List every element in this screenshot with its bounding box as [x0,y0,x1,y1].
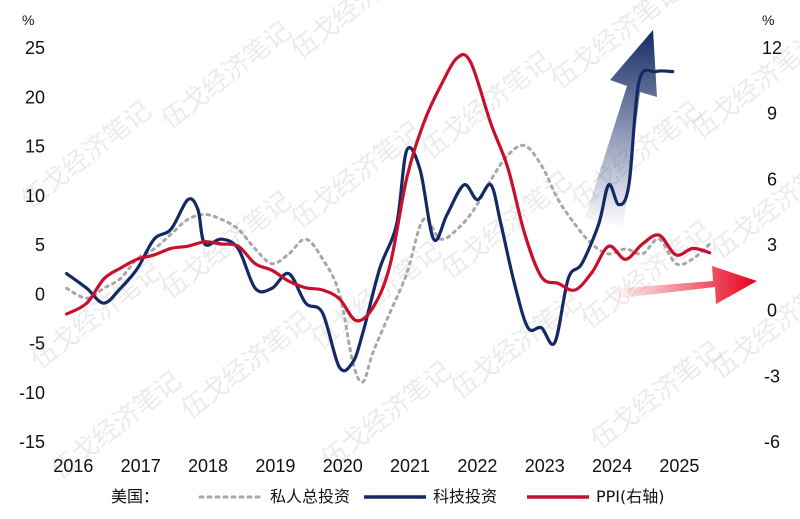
legend-prefix: 美国： [111,487,159,506]
right-tick-label: 0 [767,301,777,321]
x-tick-label: 2023 [525,456,565,476]
x-tick-label: 2018 [188,456,228,476]
left-tick-label: 25 [25,38,45,58]
right-tick-label: -6 [764,432,780,452]
legend-label-private-investment: 私人总投资 [270,487,350,506]
x-tick-label: 2017 [121,456,161,476]
left-tick-label: 0 [35,284,45,304]
watermark-text: 伍戈经济笔记 [686,26,800,146]
watermark-text: 伍戈经济笔记 [26,256,167,376]
right-tick-label: 9 [767,104,777,124]
legend-label-tech-investment: 科技投资 [433,487,497,506]
left-tick-label: 5 [35,235,45,255]
right-tick-label: 3 [767,235,777,255]
right-axis: 12 9 6 3 0 -3 -6 [762,38,782,452]
left-tick-label: 15 [25,137,45,157]
x-tick-label: 2020 [323,456,363,476]
right-trend-arrow [612,266,757,304]
watermark-text: 伍戈经济笔记 [576,216,717,336]
left-tick-label: -5 [29,334,45,354]
right-tick-label: -3 [764,366,780,386]
left-tick-label: -10 [19,383,45,403]
series-private-investment [65,143,712,384]
watermark-text: 伍戈经济笔记 [446,286,587,406]
watermark-text: 伍戈经济笔记 [156,16,297,136]
x-tick-label: 2024 [592,456,632,476]
x-tick-label: 2022 [457,456,497,476]
watermark-text: 伍戈经济笔记 [706,146,800,266]
right-axis-unit: % [762,12,774,28]
watermark: 伍戈经济笔记伍戈经济笔记伍戈经济笔记伍戈经济笔记伍戈经济笔记伍戈经济笔记伍戈经济… [16,0,800,486]
watermark-text: 伍戈经济笔记 [586,336,727,456]
x-tick-label: 2019 [255,456,295,476]
watermark-text: 伍戈经济笔记 [306,236,447,356]
right-tick-label: 6 [767,169,777,189]
legend-label-ppi: PPI(右轴) [596,487,665,506]
left-tick-label: -15 [19,432,45,452]
left-axis: 25 20 15 10 5 0 -5 -10 -15 [19,38,45,452]
series-ppi [65,52,712,323]
watermark-text: 伍戈经济笔记 [436,166,577,286]
left-axis-unit: % [22,12,34,28]
right-tick-label: 12 [762,38,782,58]
x-tick-label: 2016 [53,456,93,476]
x-axis: 2016 2017 2018 2019 2020 2021 2022 2023 2024 2025 [53,456,699,476]
left-tick-label: 10 [25,186,45,206]
legend: 美国： 私人总投资 科技投资 PPI(右轴) [111,487,665,506]
watermark-text: 伍戈经济笔记 [286,0,427,66]
x-tick-label: 2025 [659,456,699,476]
series-layer [65,52,712,384]
watermark-text: 伍戈经济笔记 [176,306,317,426]
x-tick-label: 2021 [390,456,430,476]
left-tick-label: 20 [25,87,45,107]
